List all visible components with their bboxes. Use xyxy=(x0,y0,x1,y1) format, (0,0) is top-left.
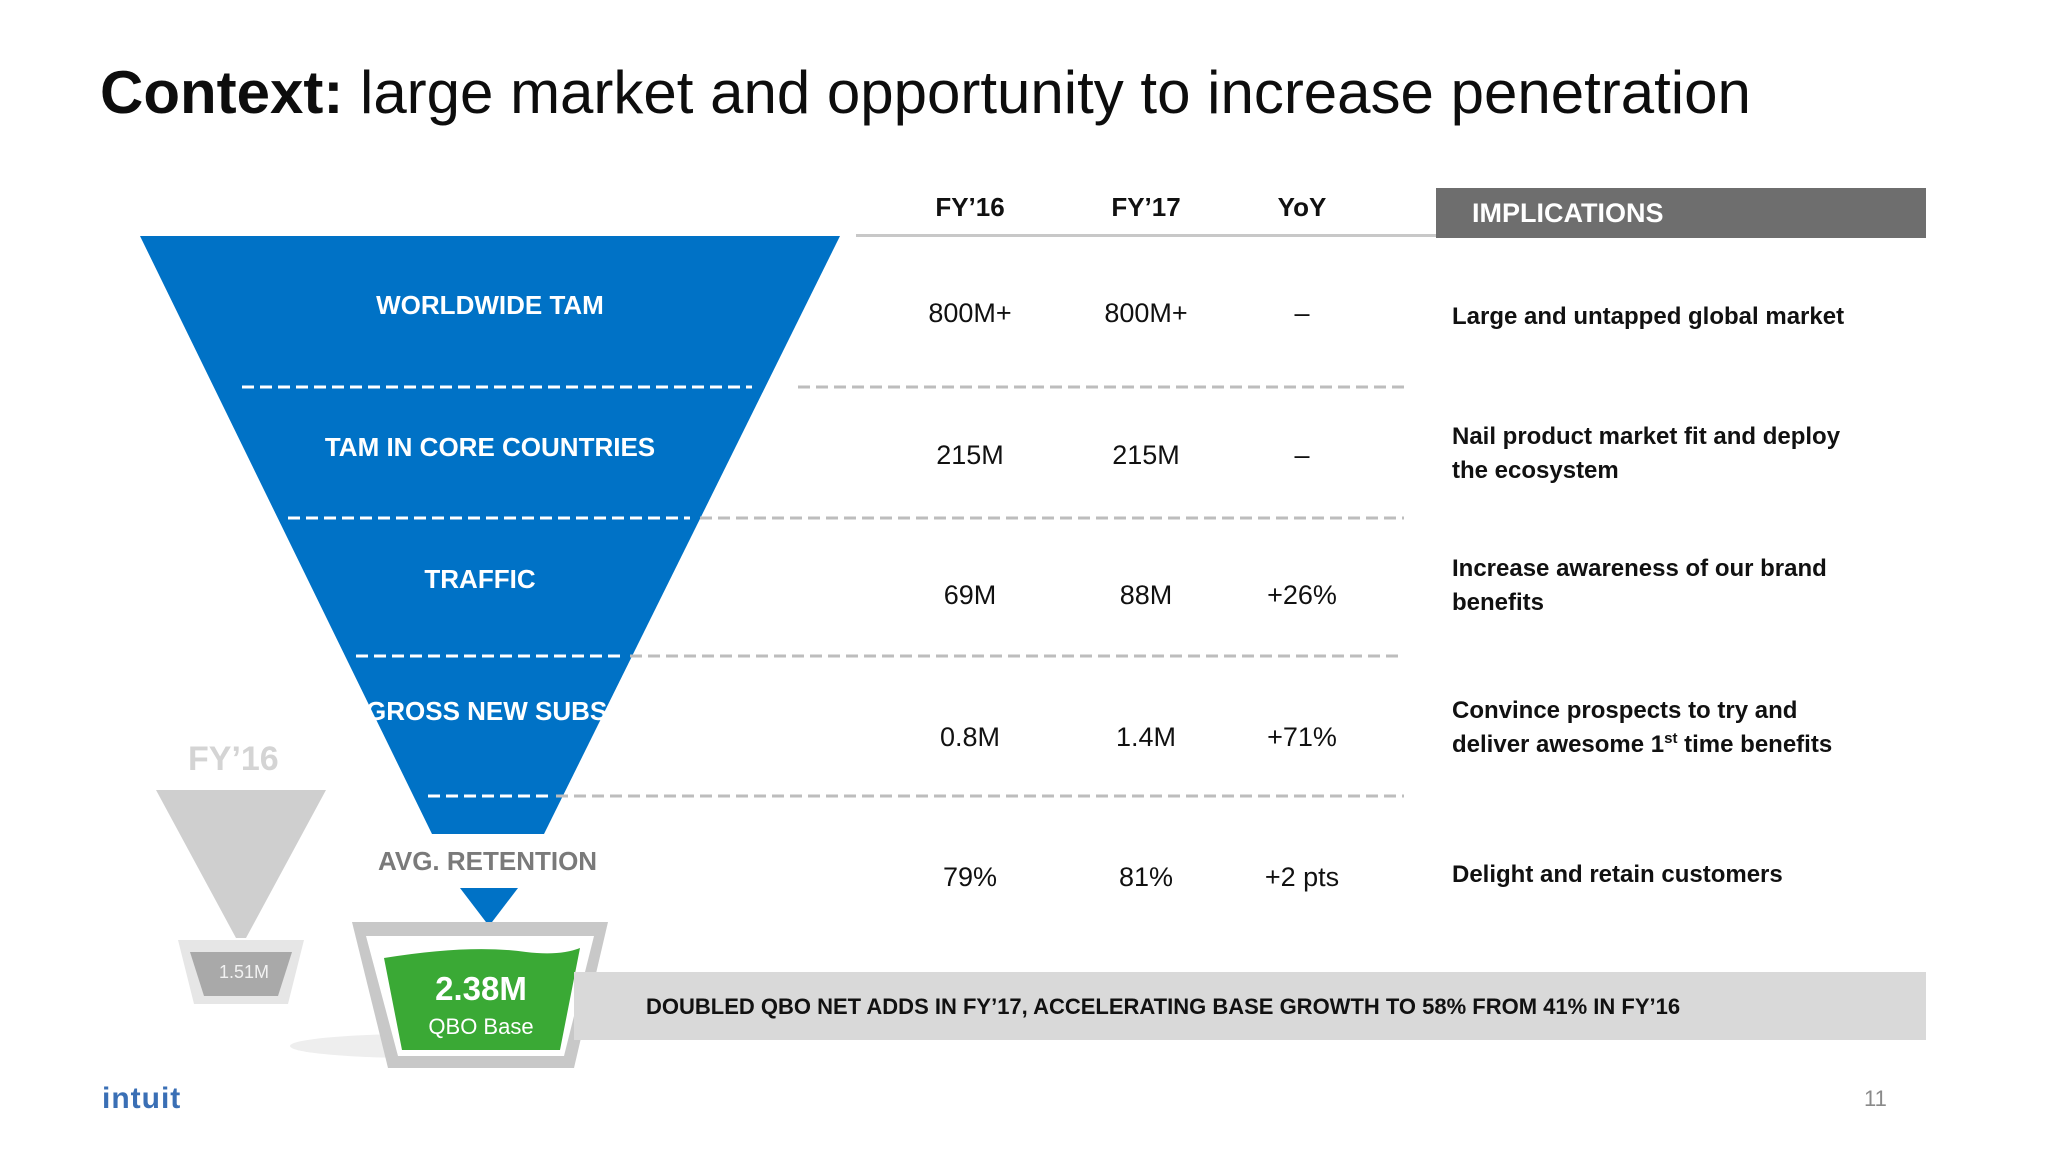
cell-row4-fy16: 79% xyxy=(942,862,998,892)
cell-row1-fy16: 215M xyxy=(936,440,1004,470)
implications-header: IMPLICATIONS xyxy=(1472,198,1664,228)
cell-row3-fy16: 0.8M xyxy=(939,722,1001,752)
implication-row2: Increase awareness of our brand benefits xyxy=(1452,552,1922,620)
cell-row2-yoy: +26% xyxy=(1267,580,1337,610)
fy16-base-value: 1.51M xyxy=(218,962,270,982)
cell-row0-yoy: – xyxy=(1294,298,1310,328)
cell-row0-fy17: 800M+ xyxy=(1104,298,1188,328)
implication-row3-line1: Convince prospects to try and xyxy=(1452,697,1798,724)
funnel-label-worldwide-tam: WORLDWIDE TAM xyxy=(376,290,604,320)
fy16-funnel-label: FY’16 xyxy=(188,740,279,778)
funnel-label-tam-core: TAM IN CORE COUNTRIES xyxy=(324,432,656,462)
implication-row4: Delight and retain customers xyxy=(1452,861,1783,888)
intuit-logo: intuit xyxy=(102,1082,182,1115)
implication-row3-line2-b: time benefits xyxy=(1677,731,1833,758)
implication-row1-line2: the ecosystem xyxy=(1452,457,1619,484)
funnel-label-gross-new-subs: GROSS NEW SUBS xyxy=(366,696,608,726)
implication-row2-line2: benefits xyxy=(1452,589,1545,616)
page-number: 11 xyxy=(1864,1086,1887,1111)
cell-row1-fy17: 215M xyxy=(1112,440,1180,470)
summary-banner xyxy=(574,972,1926,1040)
cell-row3-fy17: 1.4M xyxy=(1115,722,1177,752)
cell-row4-yoy: +2 pts xyxy=(1264,862,1340,892)
cell-row3-yoy: +71% xyxy=(1267,722,1337,752)
implication-row2-line1: Increase awareness of our brand xyxy=(1452,555,1827,582)
cell-row2-fy17: 88M xyxy=(1119,580,1173,610)
col-header-fy16: FY’16 xyxy=(935,192,1005,222)
implication-row0: Large and untapped global market xyxy=(1452,303,1845,330)
fy16-bucket-inner xyxy=(190,952,292,996)
cell-row0-fy16: 800M+ xyxy=(928,298,1012,328)
header-rule xyxy=(856,234,1926,237)
funnel-drip xyxy=(460,888,518,926)
implication-row3-line2: deliver awesome 1st time benefits xyxy=(1452,728,1922,762)
summary-banner-text: DOUBLED QBO NET ADDS IN FY’17, ACCELERAT… xyxy=(646,994,1681,1019)
col-header-yoy: YoY xyxy=(1277,192,1327,222)
col-header-fy17: FY’17 xyxy=(1111,192,1181,222)
cell-row2-fy16: 69M xyxy=(943,580,997,610)
fy16-funnel-shape xyxy=(156,790,326,938)
implication-row3-line2-a: deliver awesome 1 xyxy=(1452,731,1665,758)
qbo-base-caption: QBO Base xyxy=(428,1014,534,1039)
funnel-label-avg-retention: AVG. RETENTION xyxy=(378,846,598,876)
qbo-bucket-fill xyxy=(384,948,580,1050)
cell-row1-yoy: – xyxy=(1294,440,1310,470)
implication-row3: Convince prospects to try and deliver aw… xyxy=(1452,694,1922,762)
slide-title: Context: large market and opportunity to… xyxy=(100,58,1751,127)
funnel-label-traffic: TRAFFIC xyxy=(424,564,536,594)
cell-row4-fy17: 81% xyxy=(1118,862,1174,892)
implication-row3-line2-sup: st xyxy=(1664,730,1678,747)
implication-row1-line1: Nail product market fit and deploy xyxy=(1452,423,1841,450)
implication-row1: Nail product market fit and deploy the e… xyxy=(1452,420,1922,488)
slide-title-rest: large market and opportunity to increase… xyxy=(343,59,1751,126)
implications-header-bar xyxy=(1436,188,1926,238)
qbo-base-value: 2.38M xyxy=(435,970,527,1007)
slide-title-bold: Context: xyxy=(100,59,344,126)
